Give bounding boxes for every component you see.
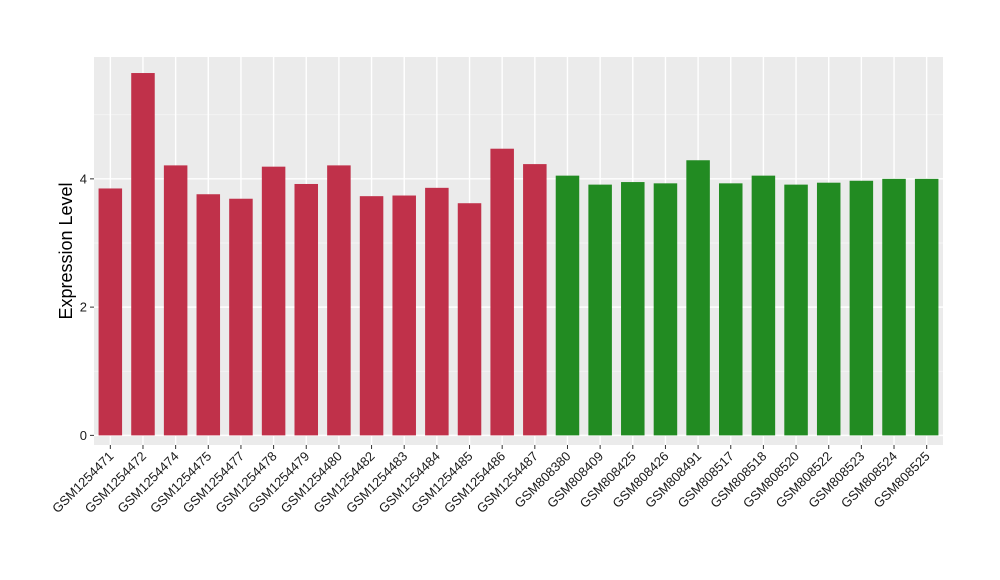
plot-panel [94,57,943,445]
y-axis: 0 2 4 [80,171,94,443]
bar-GSM808522 [816,182,841,436]
bar-GSM808409 [588,184,612,436]
bar-GSM1254472 [131,73,155,436]
bars [98,73,939,436]
bar-GSM1254483 [392,195,416,436]
y-tick-label: 2 [80,300,87,315]
bar-GSM1254480 [327,165,351,436]
bar-GSM1254485 [457,203,482,436]
y-axis-title: Expression Level [56,182,76,319]
bar-GSM808380 [555,175,580,436]
bar-GSM808425 [621,182,645,436]
bar-GSM1254482 [359,196,384,436]
y-tick-label: 0 [80,428,87,443]
bar-GSM808523 [849,180,874,436]
bar-GSM808518 [751,175,776,436]
bar-GSM808426 [653,183,678,436]
bar-GSM808525 [914,178,939,436]
bar-GSM1254479 [294,183,319,436]
bar-GSM1254478 [261,166,286,436]
bar-GSM1254477 [229,198,253,436]
bar-GSM1254471 [98,188,123,436]
x-axis: GSM1254471GSM1254472GSM1254474GSM1254475… [49,445,933,516]
bar-GSM1254474 [163,165,188,436]
bar-GSM808491 [686,160,710,436]
bar-GSM808517 [718,183,743,436]
bar-GSM1254484 [425,187,449,436]
bar-GSM808520 [784,184,808,436]
bar-GSM1254487 [523,164,547,436]
bar-GSM808524 [882,178,906,436]
y-tick-label: 4 [80,171,87,186]
bar-GSM1254486 [490,148,514,436]
bar-GSM1254475 [196,194,221,436]
